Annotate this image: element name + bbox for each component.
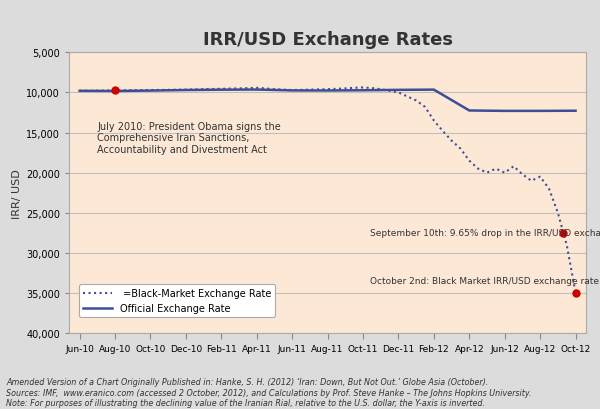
- Title: IRR/USD Exchange Rates: IRR/USD Exchange Rates: [203, 31, 452, 49]
- Text: Amended Version of a Chart Originally Published in: Hanke, S. H. (2012) ‘Iran: D: Amended Version of a Chart Originally Pu…: [6, 377, 532, 407]
- Text: October 2nd: Black Market IRR/USD exchange rate hits 35,000: October 2nd: Black Market IRR/USD exchan…: [370, 277, 600, 286]
- Y-axis label: IRR/ USD: IRR/ USD: [12, 169, 22, 218]
- Legend:  =Black-Market Exchange Rate, Official Exchange Rate: =Black-Market Exchange Rate, Official Ex…: [79, 285, 275, 317]
- Text: September 10th: 9.65% drop in the IRR/USD exchange rate: September 10th: 9.65% drop in the IRR/US…: [370, 229, 600, 238]
- Text: July 2010: President Obama signs the
Comprehensive Iran Sanctions,
Accountabilit: July 2010: President Obama signs the Com…: [97, 121, 281, 154]
